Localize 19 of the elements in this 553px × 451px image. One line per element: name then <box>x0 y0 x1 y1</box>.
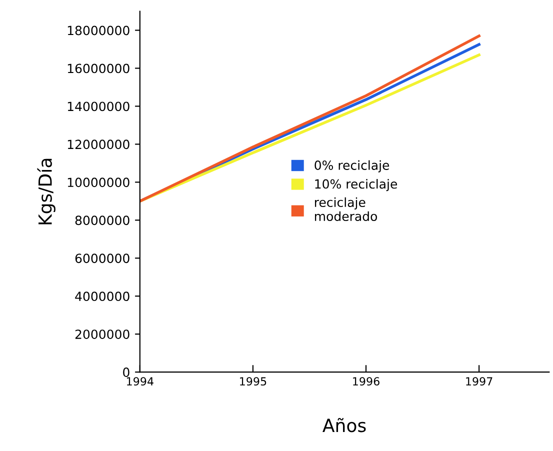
x-tick-label: 1994 <box>126 377 154 386</box>
y-tick-label: 14000000 <box>68 102 130 112</box>
y-tick-label: 2000000 <box>75 330 130 340</box>
y-tick-label: 18000000 <box>68 26 130 36</box>
x-tick-label: 1996 <box>353 377 380 386</box>
y-tick-label: 6000000 <box>75 254 130 264</box>
legend-label: 10% reciclaje <box>315 179 398 192</box>
y-axis-title: Kgs/Día <box>37 158 56 224</box>
x-tick-label: 1995 <box>240 377 266 386</box>
legend-label: 0% reciclaje <box>314 160 390 172</box>
y-tick-label: 4000000 <box>75 292 130 302</box>
y-tick-label: 16000000 <box>68 64 130 74</box>
y-tick-label: 10000000 <box>68 178 130 188</box>
x-tick-label: 1997 <box>466 377 492 386</box>
y-tick-label: 12000000 <box>68 140 130 150</box>
y-tick-label: 0 <box>123 368 130 377</box>
legend-label: reciclaje moderado <box>314 197 378 222</box>
x-axis-title: Años <box>322 418 366 432</box>
y-tick-label: 8000000 <box>75 216 130 226</box>
